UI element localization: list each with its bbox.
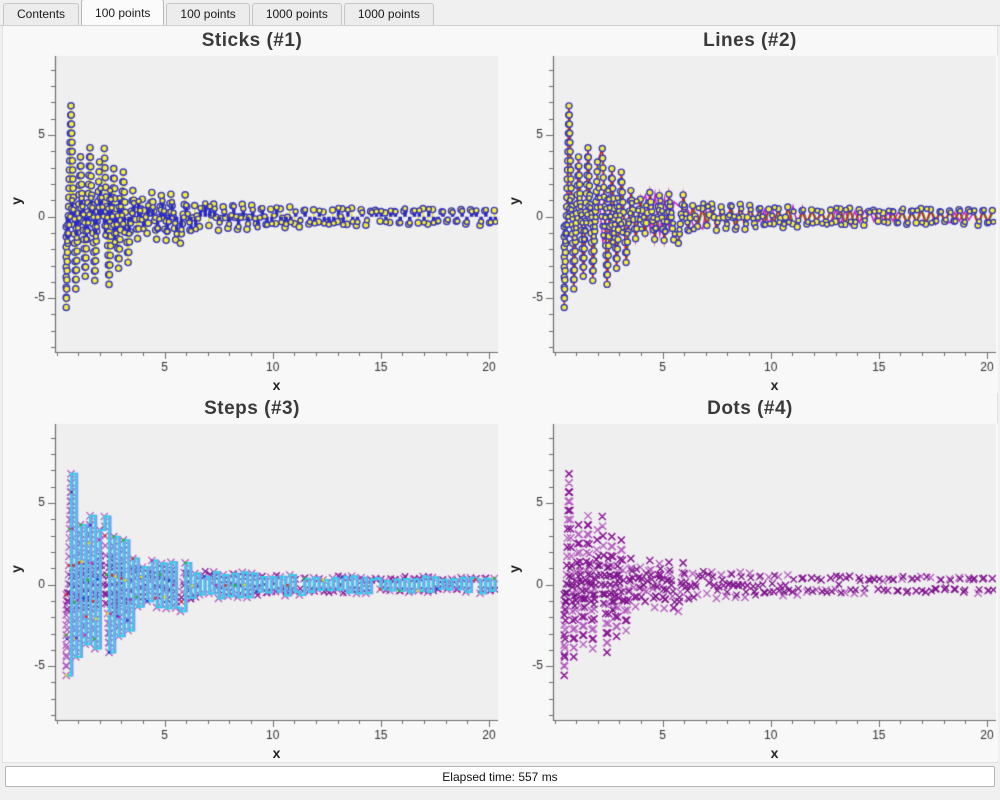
x-axis-label: x — [272, 745, 281, 761]
chart-title-lines: Lines (#2) — [703, 30, 797, 51]
chart-canvas-sticks — [4, 55, 500, 393]
chart-grid: Sticks (#1) y x Lines (#2) y x Steps (#3… — [3, 26, 999, 762]
tab-1000-points-2[interactable]: 1000 points — [343, 3, 434, 25]
chart-canvas-lines — [502, 55, 998, 393]
chart-title-sticks: Sticks (#1) — [201, 30, 303, 51]
tab-1000-points-1[interactable]: 1000 points — [251, 3, 342, 25]
elapsed-time-text: Elapsed time: 557 ms — [442, 769, 558, 784]
y-axis-label: y — [7, 565, 24, 573]
status-bar: Elapsed time: 557 ms — [5, 766, 995, 787]
chart-dots: Dots (#4) y x — [501, 394, 999, 762]
chart-title-steps: Steps (#3) — [204, 398, 300, 419]
y-axis-label: y — [7, 197, 24, 205]
y-axis-label: y — [505, 197, 522, 205]
chart-canvas-steps — [4, 423, 500, 761]
chart-lines: Lines (#2) y x — [501, 26, 999, 394]
chart-canvas-dots — [502, 423, 998, 761]
chart-sticks: Sticks (#1) y x — [3, 26, 501, 394]
x-axis-label: x — [272, 377, 281, 393]
chart-steps: Steps (#3) y x — [3, 394, 501, 762]
chart-title-dots: Dots (#4) — [707, 398, 793, 419]
x-axis-label: x — [770, 377, 779, 393]
chart-page: Sticks (#1) y x Lines (#2) y x Steps (#3… — [2, 26, 998, 763]
tab-bar: Contents 100 points 100 points 1000 poin… — [0, 0, 1000, 26]
y-axis-label: y — [505, 565, 522, 573]
x-axis-label: x — [770, 745, 779, 761]
tab-100-points-2[interactable]: 100 points — [166, 3, 250, 25]
tab-100-points-1[interactable]: 100 points — [81, 0, 165, 25]
tab-contents[interactable]: Contents — [3, 3, 80, 25]
